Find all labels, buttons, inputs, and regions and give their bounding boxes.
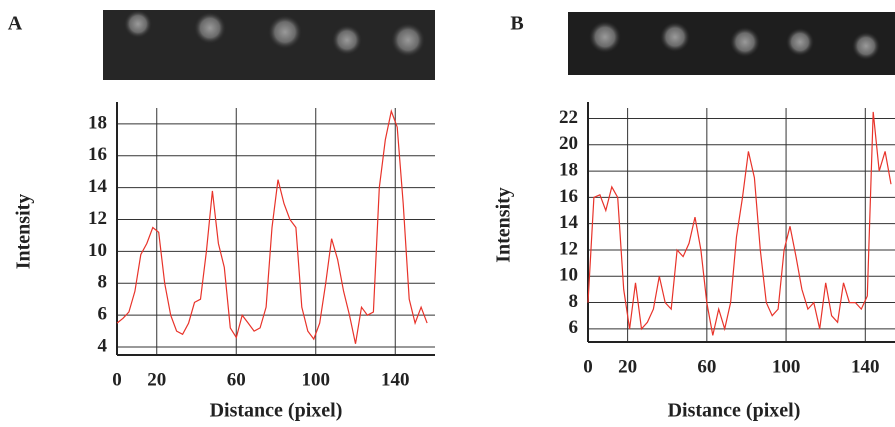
x-axis-title: Distance (pixel) [210,400,343,422]
x-axis-title: Distance (pixel) [668,400,801,422]
x-tick-label: 20 [147,369,166,390]
x-tick-label: 0 [583,356,593,377]
y-tick-label: 16 [559,186,578,207]
y-tick-label: 8 [569,291,579,312]
y-tick-label: 14 [559,212,579,233]
y-tick-label: 14 [88,176,108,197]
y-tick-label: 10 [88,240,107,261]
y-tick-label: 22 [559,107,578,128]
y-tick-label: 10 [559,265,578,286]
intensity-line [116,109,428,344]
micrograph-b [568,12,895,75]
micrograph-a [103,10,435,80]
y-tick-label: 20 [559,133,578,154]
y-tick-label: 12 [559,238,578,259]
x-tick-label: 100 [772,356,801,377]
x-tick-label: 20 [618,356,637,377]
y-tick-label: 18 [88,112,107,133]
x-tick-label: 140 [851,356,880,377]
y-tick-label: 6 [569,317,579,338]
x-tick-label: 0 [112,369,122,390]
y-tick-label: 6 [98,304,108,325]
y-tick-label: 12 [88,208,107,229]
x-tick-label: 60 [227,369,246,390]
x-tick-label: 100 [302,369,331,390]
y-axis-title: Intensity [493,187,515,263]
x-tick-label: 140 [381,369,410,390]
intensity-line [587,111,892,336]
y-tick-label: 4 [98,335,108,356]
panel-label: B [510,13,523,35]
y-tick-label: 8 [98,272,108,293]
y-tick-label: 16 [88,144,107,165]
panel-label: A [8,13,23,35]
x-tick-label: 60 [697,356,716,377]
y-axis-title: Intensity [13,194,35,270]
y-tick-label: 18 [559,159,578,180]
